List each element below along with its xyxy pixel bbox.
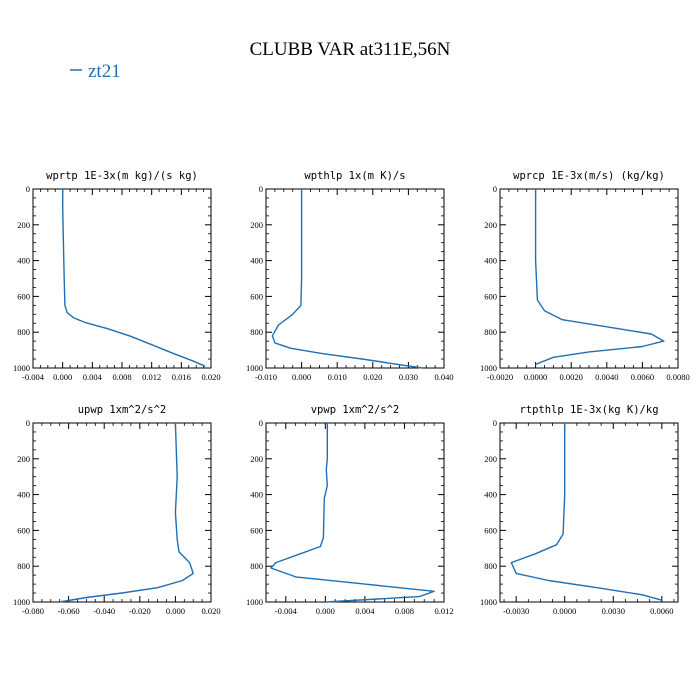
series-line-zt21 xyxy=(59,422,194,603)
y-tick-label: 400 xyxy=(250,256,263,266)
y-tick-label: 200 xyxy=(484,220,497,230)
x-tick-label: 0.000 xyxy=(316,606,335,616)
x-tick-label: 0.020 xyxy=(363,372,382,382)
y-tick-label: 600 xyxy=(484,525,497,535)
subplot-title: rtpthlp 1E-3x(kg K)/kg xyxy=(519,404,658,416)
x-tick-label: 0.008 xyxy=(395,606,414,616)
x-tick-label: -0.0020 xyxy=(487,372,513,382)
x-tick-label: -0.080 xyxy=(22,606,44,616)
y-tick-label: 600 xyxy=(484,291,497,301)
y-tick-label: 400 xyxy=(17,490,30,500)
y-tick-label: 1000 xyxy=(246,597,263,607)
plot-frame xyxy=(32,188,212,369)
y-tick-label: 800 xyxy=(17,327,30,337)
x-tick-label: 0.000 xyxy=(53,372,72,382)
x-tick-label: -0.010 xyxy=(255,372,277,382)
subplot-title: upwp 1xm^2/s^2 xyxy=(78,404,167,416)
subplot-3: wprcp 1E-3x(m/s) (kg/kg) 0 200 400 600 800 100… xyxy=(480,170,690,382)
y-tick-label: 400 xyxy=(250,490,263,500)
y-tick-label: 200 xyxy=(250,220,263,230)
x-tick-label: 0.012 xyxy=(142,372,161,382)
y-tick-label: 0 xyxy=(493,184,497,194)
x-tick-label: 0.000 xyxy=(292,372,311,382)
y-tick-label: 800 xyxy=(484,561,497,571)
x-tick-label: 0.0040 xyxy=(595,372,618,382)
y-tick-label: 800 xyxy=(17,561,30,571)
y-tick-label: 400 xyxy=(484,490,497,500)
subplot-title: wprtp 1E-3x(m kg)/(s kg) xyxy=(46,170,198,182)
x-tick-label: 0.008 xyxy=(112,372,131,382)
y-tick-label: 800 xyxy=(250,561,263,571)
subplot-title: wpthlp 1x(m K)/s xyxy=(304,170,405,182)
y-tick-label: 200 xyxy=(17,220,30,230)
series-line-zt21 xyxy=(62,189,206,367)
x-tick-label: 0.0060 xyxy=(631,372,654,382)
y-tick-label: 0 xyxy=(259,418,263,428)
y-tick-label: 600 xyxy=(250,525,263,535)
x-tick-label: -0.004 xyxy=(275,606,298,616)
y-tick-label: 600 xyxy=(17,525,30,535)
y-tick-label: 0 xyxy=(26,184,30,194)
y-tick-label: 800 xyxy=(484,327,497,337)
series-line-zt21 xyxy=(510,423,662,601)
x-tick-label: 0.0080 xyxy=(666,372,689,382)
x-tick-label: 0.020 xyxy=(201,372,220,382)
x-tick-label: -0.020 xyxy=(129,606,151,616)
series-line-zt21 xyxy=(270,423,435,603)
subplot-1: wprtp 1E-3x(m kg)/(s kg) 0 200 400 600 800 100… xyxy=(13,170,221,382)
x-tick-label: 0.0000 xyxy=(524,372,547,382)
subplot-grid: wprtp 1E-3x(m kg)/(s kg) 0 200 400 600 800 100… xyxy=(13,170,690,616)
y-tick-label: 200 xyxy=(250,454,263,464)
x-tick-label: 0.020 xyxy=(201,606,220,616)
x-tick-label: 0.040 xyxy=(434,372,453,382)
x-tick-label: 0.0000 xyxy=(553,606,576,616)
y-tick-label: 1000 xyxy=(13,363,30,373)
x-tick-label: 0.0020 xyxy=(560,372,583,382)
x-tick-label: -0.040 xyxy=(93,606,115,616)
x-tick-label: 0.012 xyxy=(434,606,453,616)
x-tick-label: 0.004 xyxy=(83,372,103,382)
x-tick-label: 0.0060 xyxy=(650,606,673,616)
y-tick-label: 200 xyxy=(17,454,30,464)
legend-label: zt21 xyxy=(88,61,121,82)
figure-title: CLUBB VAR at311E,56N xyxy=(250,39,451,60)
y-tick-label: 1000 xyxy=(13,597,30,607)
y-tick-label: 0 xyxy=(493,418,497,428)
x-tick-label: 0.000 xyxy=(166,606,185,616)
y-tick-label: 200 xyxy=(484,454,497,464)
y-tick-label: 1000 xyxy=(246,363,263,373)
plot-frame xyxy=(265,188,445,369)
y-tick-label: 0 xyxy=(259,184,263,194)
y-tick-label: 800 xyxy=(250,327,263,337)
y-tick-label: 1000 xyxy=(480,597,497,607)
x-tick-label: 0.004 xyxy=(355,606,375,616)
subplot-4: upwp 1xm^2/s^2 0 200 400 600 800 1000-0.080 -0.… xyxy=(13,404,221,616)
y-tick-label: 600 xyxy=(250,291,263,301)
y-tick-label: 0 xyxy=(26,418,30,428)
subplot-6: rtpthlp 1E-3x(kg K)/kg 0 200 400 600 800 1000-… xyxy=(480,404,679,616)
y-tick-label: 600 xyxy=(17,291,30,301)
plot-frame xyxy=(32,422,212,603)
y-tick-label: 400 xyxy=(17,256,30,266)
x-tick-label: 0.010 xyxy=(328,372,347,382)
figure-legend: zt21 xyxy=(70,61,121,82)
series-line-zt21 xyxy=(271,189,423,369)
x-tick-label: 0.0030 xyxy=(602,606,625,616)
series-line-zt21 xyxy=(534,189,665,366)
subplot-5: vpwp 1xm^2/s^2 0 200 400 600 800 1000 -0.004 0.0… xyxy=(246,404,454,616)
y-tick-label: 1000 xyxy=(480,363,497,373)
subplot-2: wpthlp 1x(m K)/s 0 200 400 600 800 1000-0.010 0… xyxy=(246,170,454,382)
y-tick-label: 400 xyxy=(484,256,497,266)
plot-frame xyxy=(499,188,679,369)
x-tick-label: -0.004 xyxy=(22,372,45,382)
x-tick-label: -0.0030 xyxy=(503,606,529,616)
subplot-title: wprcp 1E-3x(m/s) (kg/kg) xyxy=(513,170,665,182)
x-tick-label: 0.016 xyxy=(172,372,191,382)
subplot-title: vpwp 1xm^2/s^2 xyxy=(311,404,400,416)
x-tick-label: -0.060 xyxy=(58,606,80,616)
x-tick-label: 0.030 xyxy=(399,372,418,382)
